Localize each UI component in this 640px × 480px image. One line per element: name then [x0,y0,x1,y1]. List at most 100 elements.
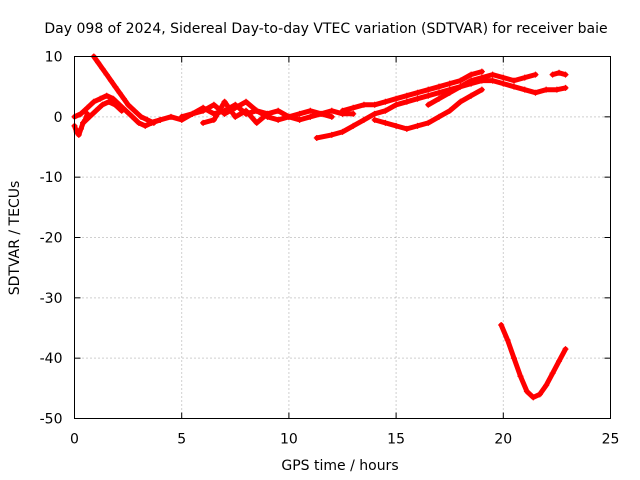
data-point [511,83,518,90]
data-point [530,394,537,401]
data-point [562,84,569,91]
series-track-morning-2 [90,53,157,126]
series-track-evening-upper [549,69,569,78]
data-point [189,110,196,117]
data-point [403,92,410,99]
data-point [167,113,174,120]
data-point [489,71,496,78]
series-track-morning-1 [71,92,164,129]
data-point [371,116,378,123]
data-point [318,110,325,117]
data-point [243,107,250,114]
data-point [110,95,117,102]
axis-ticks: 0 5 10 15 20 25 10 0 -10 -20 -30 -40 -50 [40,50,620,448]
data-point [425,101,432,108]
data-point [517,373,524,380]
data-point [511,355,518,362]
series-track-evening-dip [498,321,569,401]
series-track-afternoon-3 [371,86,485,132]
data-point [253,119,260,126]
data-point [435,113,442,120]
data-point [446,80,453,87]
data-point [350,104,357,111]
data-point [307,113,314,120]
data-point [521,86,528,93]
x-tick-label: 25 [602,432,620,448]
data-point [92,107,99,114]
data-point [112,83,119,90]
series-track-midday-3 [200,98,271,126]
data-point [549,71,556,78]
data-point [135,119,142,126]
data-point [489,77,496,84]
x-tick-label: 15 [387,432,405,448]
data-point [328,131,335,138]
data-point [549,370,556,377]
data-point [105,98,112,105]
data-point [414,122,421,129]
data-point [210,116,217,123]
data-point [296,110,303,117]
data-point [116,89,123,96]
data-point [146,119,153,126]
data-point [556,358,563,365]
data-point [543,86,550,93]
data-point [200,107,207,114]
data-point [532,71,539,78]
data-point [435,95,442,102]
data-point [232,104,239,111]
data-point [77,125,84,132]
data-point [253,107,260,114]
y-tick-label: 10 [45,50,63,66]
data-point [403,98,410,105]
data-point [328,113,335,120]
data-point [382,98,389,105]
series-track-afternoon-4 [425,71,539,108]
data-point [264,110,271,117]
data-point [275,116,282,123]
data-point [90,98,97,105]
data-point [129,113,136,120]
data-point [393,95,400,102]
x-tick-label: 0 [70,432,79,448]
data-point [99,101,106,108]
data-point [275,107,282,114]
data-point [178,113,185,120]
data-point [478,86,485,93]
data-point [425,92,432,99]
data-point [350,110,357,117]
data-point [382,107,389,114]
y-tick-label: 0 [54,110,63,126]
data-point [328,107,335,114]
data-point [80,119,87,126]
y-tick-label: -50 [40,412,63,428]
data-point [523,388,530,395]
data-point [500,80,507,87]
data-point [103,71,110,78]
series-track-afternoon-2 [339,68,485,114]
data-point [414,89,421,96]
data-point [403,125,410,132]
data-point [511,77,518,84]
y-tick-label: -20 [40,231,63,247]
data-point [120,95,127,102]
data-point [543,382,550,389]
y-tick-label: -30 [40,291,63,307]
data-point [521,74,528,81]
data-point [556,69,563,76]
data-point [107,77,114,84]
data-point [393,122,400,129]
data-point [435,89,442,96]
data-point [371,101,378,108]
series-line [498,322,568,400]
data-point [200,119,207,126]
data-point [382,119,389,126]
data-point [457,83,464,90]
data-point [221,110,228,117]
data-point [77,110,84,117]
data-point [86,113,93,120]
data-point [457,98,464,105]
x-tick-label: 10 [280,432,298,448]
data-point [504,337,511,344]
data-point [142,122,149,129]
